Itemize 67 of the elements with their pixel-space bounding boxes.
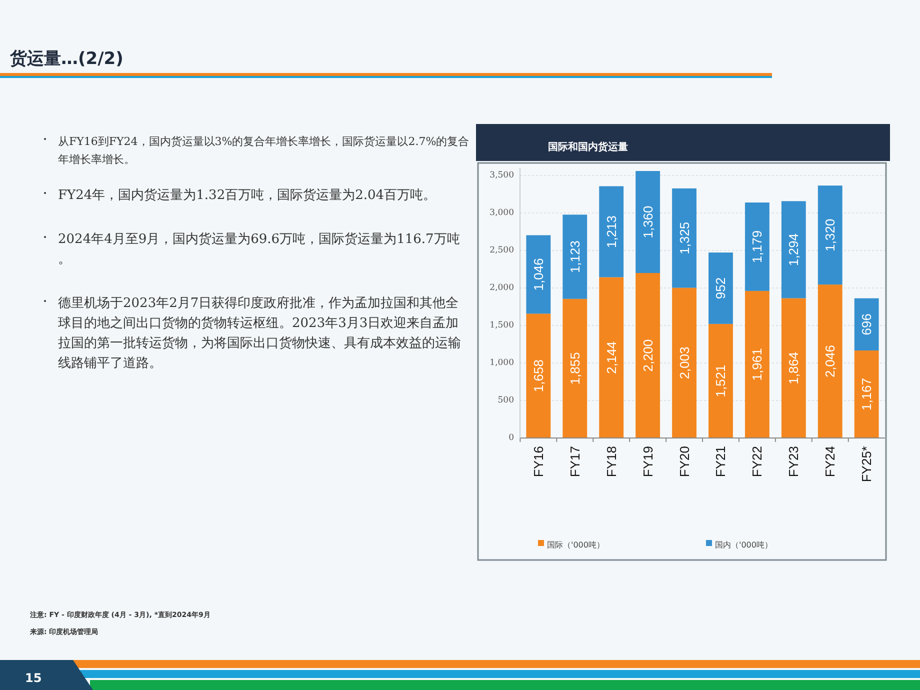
x-tick-label: FY24 — [822, 446, 838, 478]
data-label: 2,003 — [676, 346, 692, 380]
bar — [854, 298, 879, 350]
x-tick-label: FY23 — [786, 446, 802, 478]
data-label: 1,961 — [750, 348, 765, 381]
bar — [781, 298, 806, 438]
y-tick-label: 3,000 — [490, 208, 514, 218]
y-tick-label: 2,000 — [490, 283, 514, 293]
x-tick-label: FY25* — [859, 446, 874, 482]
bar — [562, 298, 588, 438]
data-label: 1,325 — [676, 222, 692, 254]
bar — [818, 186, 842, 285]
bar — [636, 171, 660, 273]
x-tick-label: FY21 — [713, 446, 728, 478]
text: 2024年4月至9月，国内货运量为69.6万吨，国际货运量为116.7万吨。 — [58, 232, 460, 267]
bar — [744, 202, 770, 291]
bar — [526, 235, 551, 314]
bar — [636, 273, 660, 438]
text: 从FY16到FY24，国内货运量以3%的复合年增长率增长，国际货运量以2.7%的复合年增长率增长。 — [58, 135, 470, 166]
bar — [781, 201, 806, 298]
x-tick-label: FY16 — [530, 446, 546, 478]
legend-label: 国内（'000吨） — [715, 540, 772, 550]
bar — [744, 290, 770, 438]
bar — [526, 314, 551, 438]
bar — [708, 252, 733, 324]
y-tick-label: 0 — [508, 433, 514, 443]
data-label: 1,658 — [530, 360, 546, 392]
x-tick-label: FY22 — [750, 446, 765, 478]
x-tick-label: FY19 — [640, 446, 656, 478]
y-tick-label: 2,500 — [490, 246, 514, 256]
text: 德里机场于2023年2月7日获得印度政府批准，作为孟加拉国和其他全球目的地之间出口货物的货物转运枢纽。2023年3月3日欢迎来自孟加拉国的第一批转运货物，为将国际出口货物快速、具有成本效益的运输线路铺平了道路。 — [58, 295, 461, 371]
data-label: 2,046 — [822, 345, 838, 378]
text: FY24年，国内货运量为1.32百万吨，国际货运量为2.04百万吨。 — [58, 188, 436, 203]
bar — [818, 284, 842, 438]
data-label: 1,360 — [640, 206, 656, 238]
data-label: 952 — [713, 277, 728, 300]
bar — [672, 188, 696, 288]
chart-subtitle: 国际和国内货运量 — [548, 141, 628, 153]
data-label: 1,213 — [604, 215, 619, 248]
bar — [599, 277, 624, 438]
text: 货运量…(2/2) — [9, 49, 124, 69]
data-label: 2,144 — [604, 341, 619, 374]
x-tick-label: FY17 — [567, 446, 582, 478]
bar — [708, 324, 733, 438]
x-tick-label: FY20 — [676, 446, 692, 478]
data-label: 1,320 — [822, 218, 838, 252]
x-tick-label: FY18 — [604, 446, 619, 478]
data-label: 1,046 — [530, 258, 546, 291]
bar — [562, 214, 588, 299]
y-tick-label: 3,500 — [490, 170, 514, 180]
y-tick-label: 500 — [498, 396, 514, 406]
data-label: 1,864 — [786, 352, 802, 384]
data-label: 1,294 — [786, 233, 802, 266]
data-label: 696 — [859, 314, 874, 336]
legend-label: 国际（'000吨） — [547, 540, 604, 550]
data-label: 1,179 — [750, 230, 765, 263]
bar — [599, 186, 624, 278]
y-tick-label: 1,000 — [490, 358, 514, 368]
data-label: 1,855 — [567, 352, 582, 385]
y-tick-label: 1,500 — [490, 320, 514, 330]
data-label: 1,521 — [713, 364, 728, 398]
data-label: 1,123 — [567, 240, 582, 274]
bar — [672, 288, 696, 438]
data-label: 2,200 — [640, 339, 656, 372]
bar — [854, 350, 879, 438]
data-label: 1,167 — [859, 378, 874, 411]
text: 15 — [25, 671, 42, 685]
